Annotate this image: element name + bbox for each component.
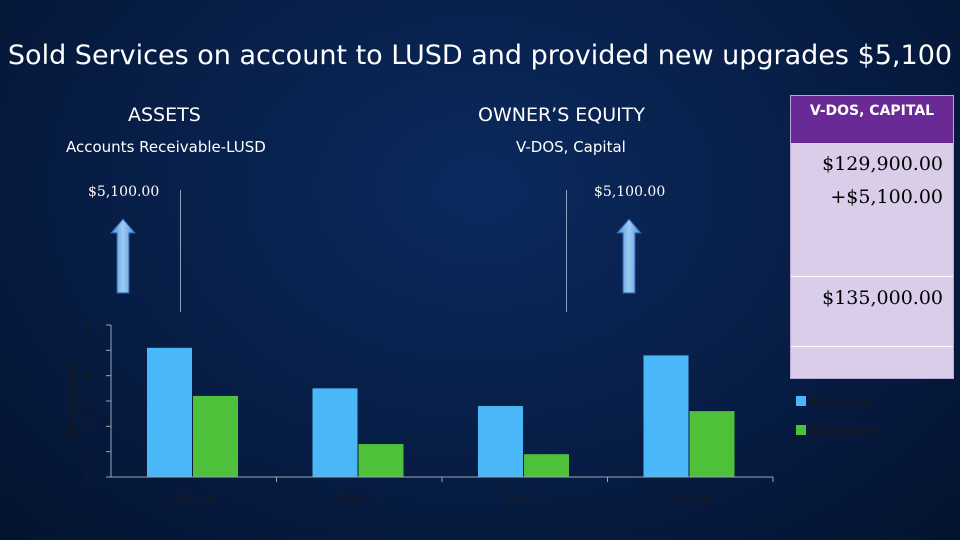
revenue-expenses-chart: 0 1 2 3 4 5 6 Thousands Sale 1 Sale 2 Sale 3 Sale 4… <box>66 318 877 508</box>
capital-box-divider <box>791 276 953 277</box>
legend-label-expenses: Expenses <box>810 423 877 439</box>
capital-ending-balance: $135,000.00 <box>822 287 943 309</box>
capital-t-account-box: V-DOS, CAPITAL $129,900.00 +$5,100.00 $1… <box>790 95 954 379</box>
y-tick-label: 4 <box>85 369 93 383</box>
assets-amount: $5,100.00 <box>88 184 160 200</box>
bar-expenses-sale-3 <box>524 454 569 477</box>
equity-amount: $5,100.00 <box>594 184 666 200</box>
y-tick-label: 2 <box>85 419 93 433</box>
capital-beginning-balance: $129,900.00 <box>822 153 943 175</box>
legend-label-revenue: Revenue <box>810 394 871 410</box>
legend-swatch <box>796 396 806 406</box>
bar-revenue-sale-1 <box>147 347 192 477</box>
bar-revenue-sale-2 <box>312 388 358 477</box>
slide-title: Sold Services on account to LUSD and pro… <box>7 40 953 71</box>
bar-expenses-sale-2 <box>358 444 404 477</box>
increase-arrow-icon <box>110 218 136 294</box>
equity-account-label: V-DOS, Capital <box>516 138 626 156</box>
legend-swatch <box>796 425 806 435</box>
bar-expenses-sale-4 <box>689 411 735 477</box>
assets-header: ASSETS <box>128 104 201 126</box>
x-tick-label: Sale 4 <box>667 492 711 508</box>
y-tick-label: 0 <box>85 470 93 484</box>
capital-increase: +$5,100.00 <box>830 186 943 208</box>
capital-box-header: V-DOS, CAPITAL <box>791 96 953 143</box>
increase-arrow-icon <box>616 218 642 294</box>
assets-account-label: Accounts Receivable-LUSD <box>66 138 266 156</box>
y-tick-label: 5 <box>85 343 93 357</box>
y-tick-label: 6 <box>85 318 93 332</box>
bar-expenses-sale-1 <box>193 395 238 477</box>
equity-header: OWNER’S EQUITY <box>478 104 645 126</box>
x-tick-label: Sale 2 <box>336 492 380 508</box>
bar-revenue-sale-3 <box>478 406 523 477</box>
x-tick-label: Sale 3 <box>502 492 546 508</box>
capital-box-divider <box>791 346 953 347</box>
y-axis-title: Thousands <box>66 363 82 440</box>
assets-t-account-line <box>180 190 181 312</box>
bar-revenue-sale-4 <box>643 355 689 477</box>
y-tick-label: 3 <box>85 394 93 408</box>
y-tick-label: 1 <box>85 445 93 459</box>
x-tick-label: Sale 1 <box>171 492 215 508</box>
equity-t-account-line <box>566 190 567 312</box>
